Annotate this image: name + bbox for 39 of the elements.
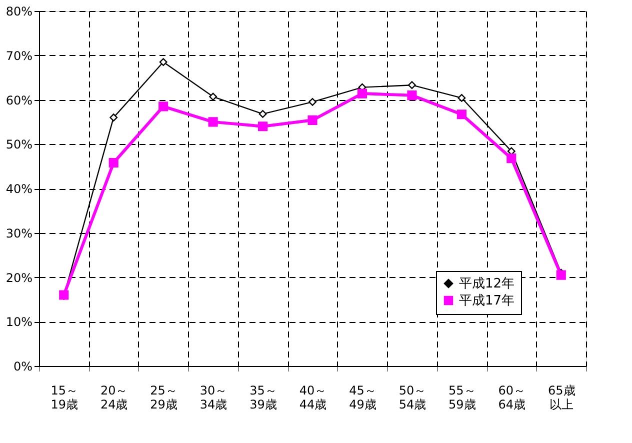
y-tick-label: 10%: [6, 315, 32, 330]
x-tick-label: 50～ 54歳: [398, 384, 426, 412]
point: [110, 114, 118, 122]
point: [159, 58, 168, 66]
y-tick-label: 20%: [6, 270, 32, 285]
point: [208, 117, 218, 127]
point: [556, 270, 566, 280]
x-tick-label: 25～ 29歳: [150, 384, 178, 412]
x-tick-label: 55～ 59歳: [448, 384, 476, 412]
x-tick-label: 60～ 64歳: [498, 384, 526, 412]
y-tick-label: 60%: [6, 93, 32, 108]
y-tick-label: 50%: [6, 138, 32, 152]
point: [408, 81, 416, 90]
point: [456, 110, 466, 120]
point: [308, 98, 316, 106]
point: [158, 102, 168, 112]
point: [258, 122, 268, 132]
y-tick-label: 30%: [6, 226, 32, 240]
y-tick-label: 0%: [13, 360, 32, 374]
x-tick-label: 45～ 49歳: [349, 384, 376, 412]
x-tick-label: 15～ 19歳: [50, 384, 78, 412]
legend-label: 平成12年: [459, 276, 515, 292]
y-tick-label: 70%: [6, 48, 32, 63]
y-tick-label: 80%: [6, 4, 32, 18]
x-tick-label: 40～ 44歳: [299, 384, 327, 412]
point: [357, 88, 368, 98]
point: [209, 92, 217, 101]
point: [308, 115, 318, 125]
x-tick-label: 35～ 39歳: [250, 384, 277, 412]
point: [407, 90, 417, 100]
legend-label: 平成17年: [459, 294, 515, 308]
point: [458, 94, 466, 102]
x-tick-label: 30～ 34歳: [200, 384, 228, 412]
y-tick-label: 40%: [6, 182, 32, 196]
x-tick-label: 20～ 24歳: [100, 384, 128, 412]
x-tick-label: 65歳以上: [548, 384, 576, 412]
point: [258, 110, 267, 118]
point: [506, 154, 516, 164]
point: [108, 158, 118, 168]
